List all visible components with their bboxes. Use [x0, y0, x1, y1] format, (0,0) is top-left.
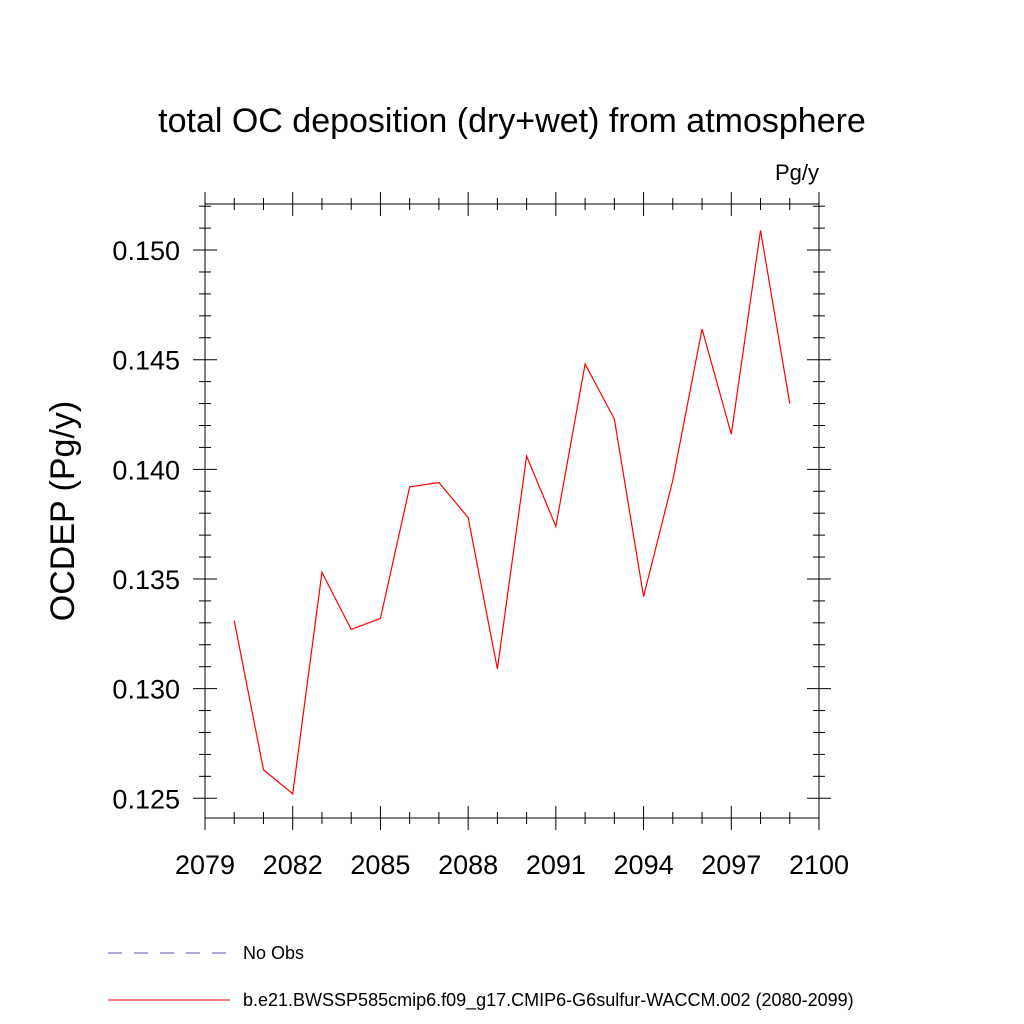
x-tick-label: 2091 — [526, 850, 586, 880]
y-tick-label: 0.135 — [112, 565, 180, 595]
legend-label-model: b.e21.BWSSP585cmip6.f09_g17.CMIP6-G6sulf… — [243, 990, 854, 1011]
plot-area — [204, 203, 820, 819]
y-tick-label: 0.150 — [112, 236, 180, 266]
chart-title: total OC deposition (dry+wet) from atmos… — [158, 102, 866, 140]
legend-label-no-obs: No Obs — [243, 943, 304, 963]
x-tick-label: 2094 — [614, 850, 674, 880]
x-tick-label: 2088 — [438, 850, 498, 880]
x-tick-label: 2079 — [175, 850, 235, 880]
y-tick-label: 0.140 — [112, 455, 180, 485]
y-axis-label: OCDEP (Pg/y) — [44, 401, 82, 621]
x-tick-label: 2082 — [263, 850, 323, 880]
units-label: Pg/y — [775, 160, 819, 185]
plot-frame — [204, 203, 820, 819]
y-tick-label: 0.145 — [112, 346, 180, 376]
x-tick-label: 2097 — [701, 850, 761, 880]
x-tick-label: 2100 — [789, 850, 849, 880]
x-tick-label: 2085 — [350, 850, 410, 880]
y-tick-label: 0.130 — [112, 675, 180, 705]
series-line-0 — [233, 230, 791, 796]
y-axis: 0.125 0.130 0.135 0.140 0.145 0.150 — [112, 205, 831, 814]
legend: No Obs b.e21.BWSSP585cmip6.f09_g17.CMIP6… — [108, 943, 854, 1011]
x-axis: 2079 2082 2085 2088 2091 2094 2097 2100 — [175, 192, 849, 880]
y-tick-label: 0.125 — [112, 784, 180, 814]
